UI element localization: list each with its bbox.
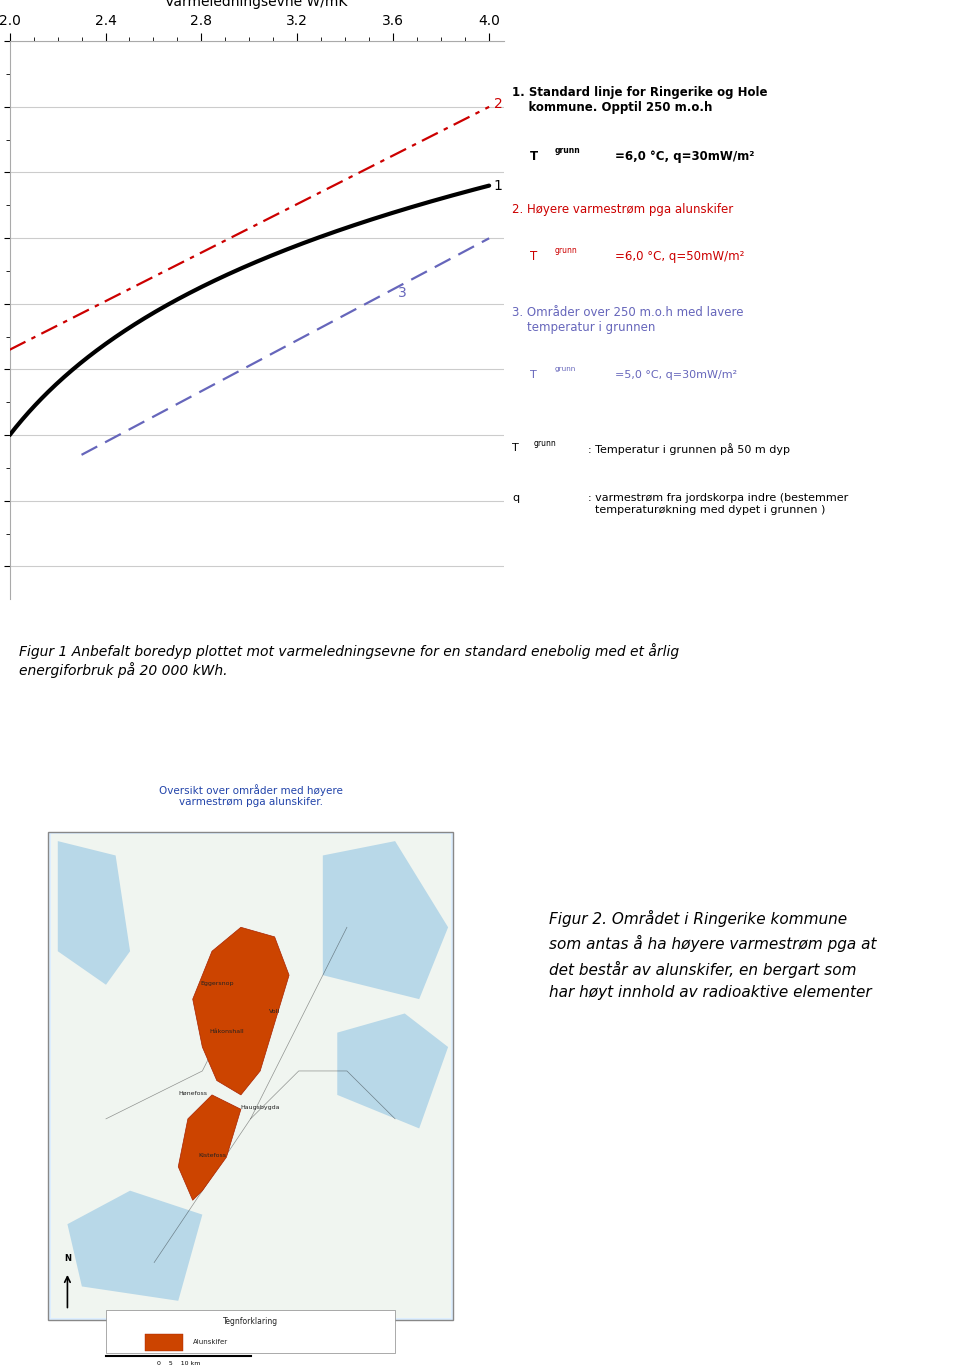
Text: Tegnforklaring: Tegnforklaring (223, 1317, 278, 1325)
Polygon shape (323, 841, 448, 999)
FancyBboxPatch shape (106, 1310, 396, 1354)
FancyBboxPatch shape (48, 831, 453, 1320)
Text: =5,0 °C, q=30mW/m²: =5,0 °C, q=30mW/m² (615, 370, 737, 380)
Text: Hønefoss: Hønefoss (179, 1091, 207, 1096)
Text: grunn: grunn (555, 246, 578, 255)
FancyBboxPatch shape (51, 834, 450, 1317)
X-axis label: Varmeledningsevne W/mK: Varmeledningsevne W/mK (165, 0, 348, 8)
Text: q: q (513, 494, 519, 504)
Text: N: N (64, 1254, 71, 1262)
FancyBboxPatch shape (24, 760, 477, 1345)
Text: : varmestrøm fra jordskorpa indre (bestemmer
  temperaturøkning med dypet i grun: : varmestrøm fra jordskorpa indre (beste… (588, 494, 849, 514)
Text: grunn: grunn (534, 439, 557, 447)
Text: Figur 1 Anbefalt boredyp plottet mot varmeledningsevne for en standard enebolig : Figur 1 Anbefalt boredyp plottet mot var… (19, 643, 679, 678)
Text: Figur 2. Området i Ringerike kommune
som antas å ha høyere varmestrøm pga at
det: Figur 2. Området i Ringerike kommune som… (549, 910, 876, 1000)
Text: =6,0 °C, q=50mW/m²: =6,0 °C, q=50mW/m² (615, 251, 745, 263)
FancyBboxPatch shape (145, 1335, 183, 1351)
Text: 2. Høyere varmestrøm pga alunskifer: 2. Høyere varmestrøm pga alunskifer (513, 203, 733, 215)
Text: 3: 3 (398, 287, 407, 300)
Text: grunn: grunn (555, 366, 576, 372)
Polygon shape (337, 1014, 448, 1128)
Text: 1: 1 (494, 178, 503, 192)
Text: 0    5    10 km: 0 5 10 km (156, 1361, 200, 1367)
Text: T: T (530, 370, 537, 380)
Text: 1. Standard linje for Ringerike og Hole
    kommune. Opptil 250 m.o.h: 1. Standard linje for Ringerike og Hole … (513, 86, 768, 114)
Text: T: T (530, 150, 539, 163)
Polygon shape (58, 841, 130, 985)
Text: Voll: Voll (269, 1010, 280, 1014)
Text: Kistefoss: Kistefoss (198, 1152, 226, 1158)
Text: Alunskifer: Alunskifer (193, 1339, 228, 1346)
Text: : Temperatur i grunnen på 50 m dyp: : Temperatur i grunnen på 50 m dyp (588, 443, 790, 456)
Text: =6,0 °C, q=30mW/m²: =6,0 °C, q=30mW/m² (615, 150, 755, 163)
Polygon shape (179, 1095, 241, 1200)
Text: T: T (530, 251, 538, 263)
Text: 2: 2 (494, 96, 503, 111)
Text: 3. Områder over 250 m.o.h med lavere
    temperatur i grunnen: 3. Områder over 250 m.o.h med lavere tem… (513, 306, 744, 335)
Text: Eggersnop: Eggersnop (200, 981, 233, 985)
Text: T: T (513, 443, 519, 453)
Text: Oversikt over områder med høyere
varmestrøm pga alunskifer.: Oversikt over områder med høyere varmest… (158, 783, 343, 807)
Polygon shape (193, 927, 289, 1095)
Text: Håkonshall: Håkonshall (209, 1029, 244, 1033)
Text: grunn: grunn (555, 145, 581, 155)
Text: Haugsbygda: Haugsbygda (240, 1106, 280, 1110)
Polygon shape (67, 1191, 203, 1301)
